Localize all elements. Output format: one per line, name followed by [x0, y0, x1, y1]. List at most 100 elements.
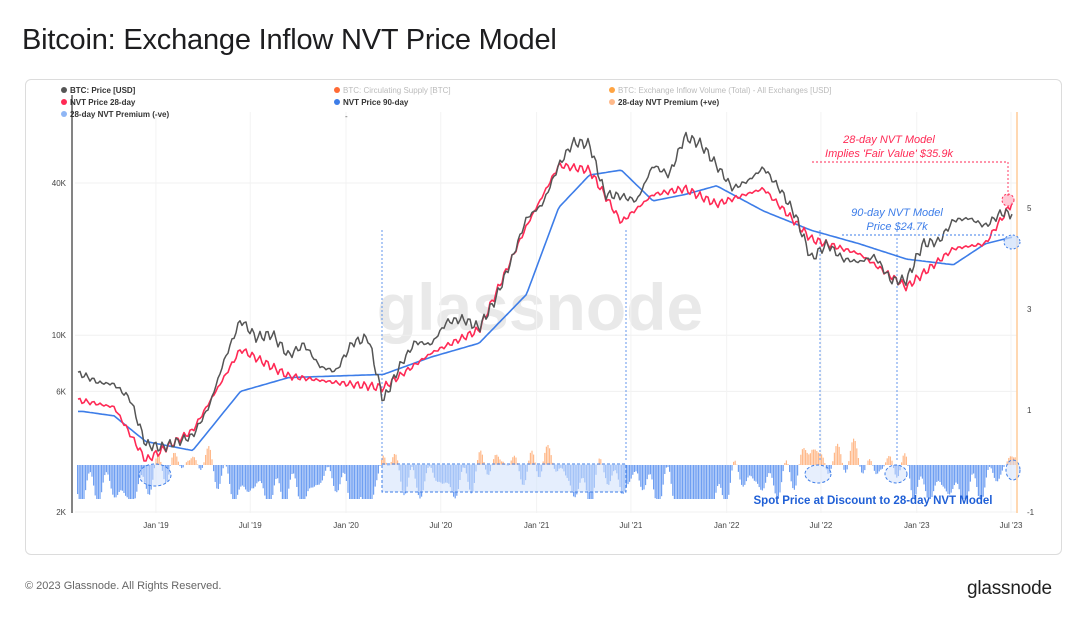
- premium-bar-negative: [627, 465, 629, 485]
- premium-bar-negative: [877, 465, 879, 474]
- premium-bar-negative: [651, 465, 653, 480]
- premium-bar-positive: [547, 444, 549, 465]
- premium-bar-negative: [829, 465, 831, 474]
- premium-bar-negative: [779, 465, 781, 493]
- premium-bar-negative: [678, 465, 680, 499]
- premium-bar-positive: [832, 461, 834, 465]
- legend-label: 28-day NVT Premium (+ve): [618, 98, 719, 107]
- premium-bar-positive: [533, 454, 535, 465]
- premium-bar-negative: [235, 465, 237, 499]
- premium-bar-positive: [493, 459, 495, 465]
- premium-bar-negative: [781, 465, 783, 483]
- premium-bar-negative: [918, 465, 920, 480]
- premium-bar-negative: [1003, 465, 1005, 467]
- premium-bar-negative: [672, 465, 674, 496]
- premium-bar-negative: [253, 465, 255, 489]
- premium-bar-negative: [358, 465, 360, 499]
- premium-bar-positive: [889, 456, 891, 465]
- premium-bar-positive: [528, 460, 530, 465]
- premium-bar-positive: [192, 456, 194, 465]
- premium-bar-negative: [989, 465, 991, 467]
- premium-bar-negative: [673, 465, 675, 499]
- premium-bar-positive: [512, 457, 514, 465]
- premium-bar-negative: [742, 465, 744, 487]
- premium-bar-negative: [654, 465, 656, 499]
- leader-28day: [812, 161, 1009, 196]
- premium-bar-negative: [648, 465, 650, 475]
- x-tick-label: Jul '23: [1000, 521, 1023, 530]
- premium-bar-negative: [726, 465, 728, 499]
- premium-bar-positive: [888, 455, 890, 465]
- premium-bar-negative: [169, 465, 171, 466]
- premium-bar-positive: [510, 460, 512, 465]
- premium-bar-negative: [699, 465, 701, 499]
- premium-bar-negative: [361, 465, 363, 499]
- premium-bar-negative: [721, 465, 723, 496]
- premium-bar-negative: [910, 465, 912, 491]
- premium-bar-negative: [790, 465, 792, 482]
- legend-label: 28-day NVT Premium (-ve): [70, 110, 169, 119]
- premium-bar-negative: [691, 465, 693, 499]
- premium-bar-negative: [782, 465, 784, 472]
- premium-bar-positive: [499, 459, 501, 465]
- premium-bar-positive: [849, 450, 851, 465]
- premium-bar-negative: [861, 465, 863, 473]
- premium-bar-positive: [157, 453, 159, 465]
- watermark: glassnode: [377, 270, 703, 344]
- premium-bar-negative: [777, 465, 779, 499]
- premium-bar-negative: [859, 465, 861, 467]
- premium-bar-negative: [707, 465, 709, 499]
- premium-bar-negative: [269, 465, 271, 499]
- premium-bar-negative: [286, 465, 288, 499]
- premium-bar-negative: [649, 465, 651, 475]
- x-tick-label: Jul '19: [239, 521, 262, 530]
- annotation-28day-line1: 28-day NVT Model: [842, 134, 935, 146]
- premium-bar-negative: [182, 465, 184, 468]
- premium-bar-positive: [545, 446, 547, 465]
- x-tick-label: Jul '22: [809, 521, 832, 530]
- premium-bar-negative: [969, 465, 971, 482]
- premium-bar-negative: [302, 465, 304, 499]
- premium-bar-negative: [766, 465, 768, 477]
- premium-bar-negative: [771, 465, 773, 478]
- premium-bar-negative: [979, 465, 981, 499]
- premium-bar-negative: [277, 465, 279, 479]
- premium-bar-positive: [497, 456, 499, 465]
- premium-bar-negative: [659, 465, 661, 499]
- premium-bar-negative: [291, 465, 293, 475]
- discount-ellipse: [138, 463, 172, 487]
- premium-bar-negative: [88, 465, 90, 474]
- premium-bar-negative: [635, 465, 637, 472]
- premium-bar-negative: [971, 465, 973, 475]
- premium-bar-negative: [1001, 465, 1003, 471]
- premium-bar-negative: [713, 465, 715, 499]
- premium-bar-negative: [365, 465, 367, 499]
- nvt-90day-line: [78, 169, 1013, 452]
- premium-bar-negative: [105, 465, 107, 473]
- premium-bar-positive: [174, 452, 176, 465]
- premium-bar-negative: [955, 465, 957, 483]
- premium-bar-negative: [752, 465, 754, 479]
- premium-bar-negative: [950, 465, 952, 493]
- premium-bar-negative: [753, 465, 755, 481]
- premium-bar-negative: [941, 465, 943, 485]
- premium-bar-negative: [928, 465, 930, 499]
- premium-bar-negative: [973, 465, 975, 474]
- premium-bar-negative: [995, 465, 997, 482]
- premium-bar-positive: [811, 449, 813, 465]
- premium-bar-negative: [296, 465, 298, 487]
- premium-bar-negative: [984, 465, 986, 488]
- premium-bar-negative: [720, 465, 722, 488]
- premium-bar-positive: [798, 464, 800, 465]
- premium-bar-negative: [793, 465, 795, 490]
- premium-bar-negative: [667, 465, 669, 468]
- x-tick-label: Jul '21: [619, 521, 642, 530]
- premium-bar-negative: [273, 465, 275, 486]
- premium-bar-negative: [305, 465, 307, 497]
- premium-bar-negative: [696, 465, 698, 499]
- premium-bar-negative: [78, 465, 80, 499]
- premium-bar-negative: [681, 465, 683, 499]
- premium-bar-negative: [845, 465, 847, 473]
- premium-bar-negative: [126, 465, 128, 498]
